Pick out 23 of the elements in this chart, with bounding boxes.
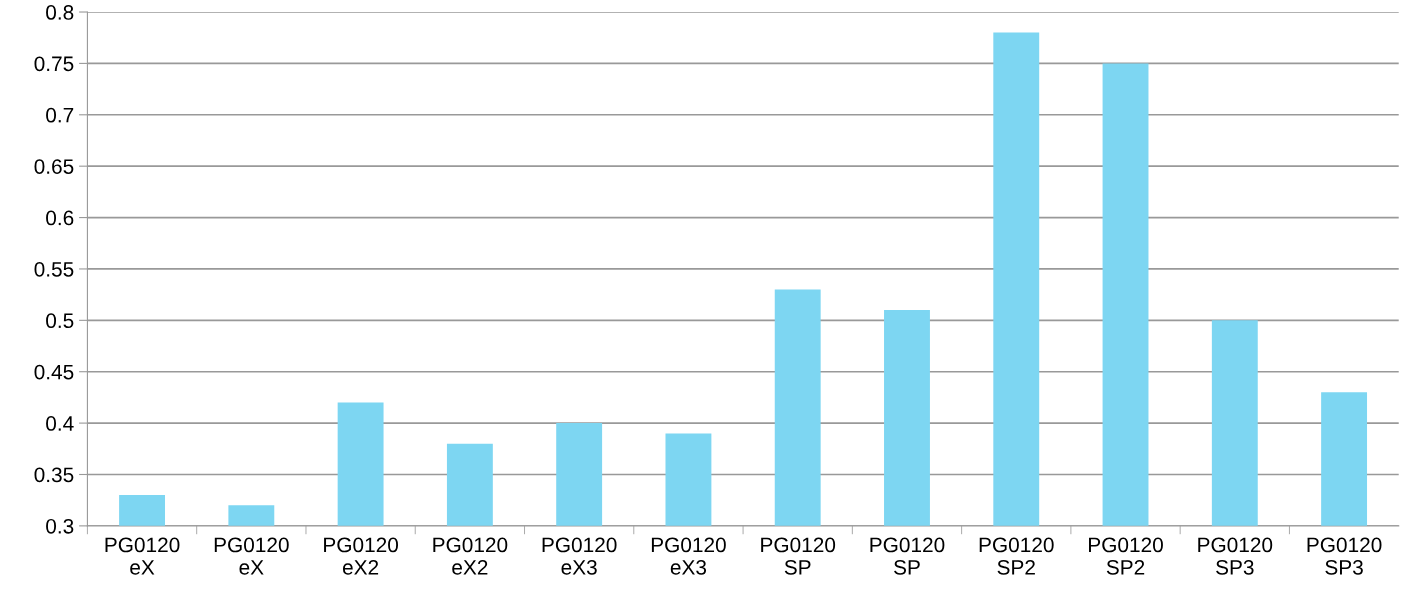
x-tick-label: PG0120 eX3 bbox=[542, 537, 617, 575]
y-tick-label: 0.4 bbox=[46, 416, 74, 431]
y-tick-label: 0.65 bbox=[34, 159, 74, 174]
y-tick-label: 0.5 bbox=[46, 313, 74, 329]
y-tick-label: 0.6 bbox=[46, 210, 74, 226]
y-tick-label: 0.35 bbox=[34, 467, 74, 483]
x-tick-label: PG0120 SP bbox=[870, 537, 945, 575]
y-tick-label: 0.3 bbox=[46, 518, 74, 534]
x-tick-label: PG0120 SP3 bbox=[1198, 537, 1273, 575]
y-tick-label: 0.7 bbox=[46, 107, 74, 123]
x-tick-label: PG0120 eX bbox=[105, 537, 180, 575]
y-tick-label: 0.75 bbox=[34, 56, 74, 72]
x-tick-label: PG0120 SP3 bbox=[1307, 537, 1382, 575]
x-tick-label: PG0120 SP2 bbox=[979, 537, 1054, 575]
x-tick-label: PG0120 eX2 bbox=[324, 537, 399, 575]
x-tick-label: PG0120 eX2 bbox=[433, 537, 508, 575]
x-tick-label: PG0120 SP bbox=[761, 537, 836, 575]
x-tick-label: PG0120 SP2 bbox=[1089, 537, 1163, 575]
y-tick-label: 0.55 bbox=[34, 261, 74, 277]
y-tick-label: 0.8 bbox=[46, 5, 74, 20]
y-tick-label: 0.45 bbox=[34, 364, 74, 380]
x-tick-label: PG0120 eX3 bbox=[651, 537, 726, 575]
x-tick-label: PG0120 eX bbox=[214, 537, 289, 575]
